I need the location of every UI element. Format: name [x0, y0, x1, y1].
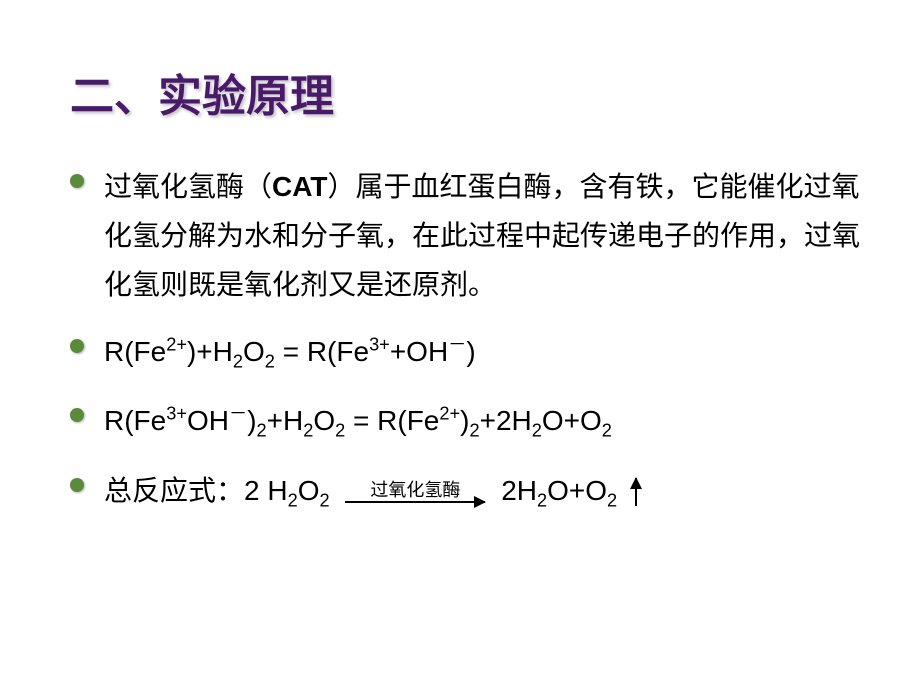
eq2-p: )	[247, 405, 256, 436]
tot-p: O	[298, 475, 320, 506]
bullet-icon	[70, 174, 84, 188]
eq2-sup: －	[229, 404, 247, 424]
reaction-arrow: 过氧化氢酶	[345, 481, 485, 503]
total-label: 总反应式：	[104, 475, 244, 506]
eq1-sub: 2	[265, 352, 275, 372]
eq2-p: R(Fe	[104, 405, 166, 436]
bullet-icon	[70, 408, 84, 422]
gas-up-arrow-icon	[635, 478, 637, 506]
eq1-p: +OH	[390, 336, 448, 367]
arrow-line-icon	[345, 501, 485, 503]
eq1-sup: 3+	[369, 335, 390, 355]
tot-sub: 2	[288, 490, 298, 510]
eq2-sub: 2	[469, 421, 479, 441]
equation-1: R(Fe2+)+H2O2 = R(Fe3++OH－)	[104, 327, 476, 378]
intro-bold: CAT	[272, 171, 327, 202]
tot-sub: 2	[607, 490, 617, 510]
eq2-sup: 2+	[439, 404, 460, 424]
tot-p: 2H	[501, 475, 537, 506]
eq2-sub: 2	[303, 421, 313, 441]
eq1-p: = R(Fe	[275, 336, 369, 367]
tot-sub: 2	[320, 490, 330, 510]
eq1-p: O	[243, 336, 265, 367]
bullet-item-eq2: R(Fe3+OH－)2+H2O2 = R(Fe2+)2+2H2O+O2	[70, 396, 860, 447]
eq1-p: )+H	[187, 336, 233, 367]
eq2-p: OH	[187, 405, 229, 436]
eq1-p: R(Fe	[104, 336, 166, 367]
bullet-item-intro: 过氧化氢酶（CAT）属于血红蛋白酶，含有铁，它能催化过氧化氢分解为水和分子氧，在…	[70, 162, 860, 309]
tot-sub: 2	[537, 490, 547, 510]
eq1-sub: 2	[233, 352, 243, 372]
eq2-p: +2H	[480, 405, 532, 436]
arrow-label: 过氧化氢酶	[370, 481, 460, 499]
eq2-p: O+O	[542, 405, 602, 436]
bullet-item-total: 总反应式：2 H2O2 过氧化氢酶 2H2O+O2	[70, 466, 860, 517]
eq2-p: +H	[267, 405, 304, 436]
equation-2: R(Fe3+OH－)2+H2O2 = R(Fe2+)2+2H2O+O2	[104, 396, 612, 447]
bullet-item-eq1: R(Fe2+)+H2O2 = R(Fe3++OH－)	[70, 327, 860, 378]
section-title: 二、实验原理	[70, 60, 860, 124]
equation-total: 总反应式：2 H2O2 过氧化氢酶 2H2O+O2	[104, 466, 637, 517]
eq2-p: = R(Fe	[345, 405, 439, 436]
eq2-p: O	[313, 405, 335, 436]
eq1-sup: 2+	[166, 335, 187, 355]
intro-text: 过氧化氢酶（CAT）属于血红蛋白酶，含有铁，它能催化过氧化氢分解为水和分子氧，在…	[104, 162, 860, 309]
bullet-icon	[70, 339, 84, 353]
eq1-sup: －	[448, 335, 466, 355]
eq1-p: )	[466, 336, 475, 367]
bullet-icon	[70, 478, 84, 492]
intro-pre: 过氧化氢酶（	[104, 171, 272, 202]
eq2-sub: 2	[602, 421, 612, 441]
tot-p: O+O	[547, 475, 607, 506]
tot-p: 2 H	[244, 475, 288, 506]
eq2-sub: 2	[335, 421, 345, 441]
eq2-sup: 3+	[166, 404, 187, 424]
eq2-sub: 2	[532, 421, 542, 441]
eq2-sub: 2	[257, 421, 267, 441]
